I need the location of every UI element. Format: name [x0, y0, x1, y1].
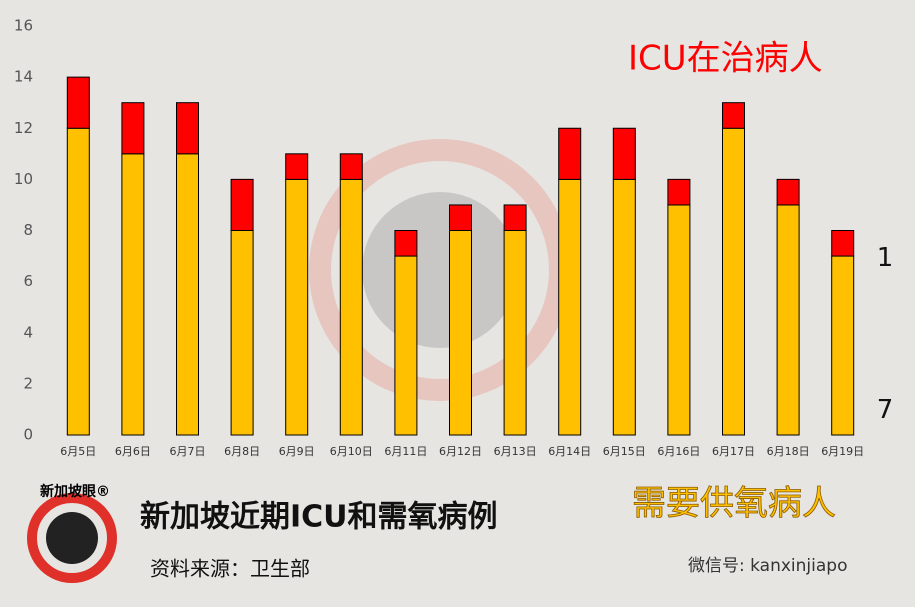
bar-segment [558, 178, 582, 436]
x-tick-label: 6月19日 [821, 445, 864, 458]
bar-segment [667, 178, 691, 206]
bar-segment [612, 127, 636, 180]
logo-ring [27, 493, 117, 583]
bar-segment [394, 230, 418, 257]
value-label: 7 [877, 395, 894, 425]
legend-label: 需要供氧病人 [632, 484, 836, 524]
x-tick-label: 6月14日 [548, 445, 591, 458]
bar-segment [339, 153, 363, 180]
x-tick-label: 6月9日 [279, 445, 315, 458]
y-tick-label: 4 [23, 323, 33, 341]
bar-segment [449, 230, 472, 436]
x-tick-label: 6月17日 [712, 445, 755, 458]
bar-segment [558, 127, 582, 180]
wechat: 微信号: kanxinjiapo [688, 556, 847, 576]
chart-title: 新加坡近期ICU和需氧病例 [140, 500, 498, 535]
x-tick-label: 6月13日 [494, 445, 537, 458]
x-tick-label: 6月12日 [439, 445, 482, 458]
bar-segment [176, 102, 199, 155]
bar-segment [121, 102, 145, 155]
bar-segment [121, 153, 145, 436]
legend-label: ICU在治病人 [628, 39, 823, 79]
bar-segment [722, 127, 745, 436]
bar-segment [722, 102, 745, 129]
x-tick-label: 6月11日 [384, 445, 427, 458]
bar-segment [230, 178, 254, 231]
bar-segment [831, 230, 855, 257]
bar-segment [285, 178, 309, 436]
x-tick-label: 6月8日 [224, 445, 260, 458]
x-tick-label: 6月16日 [657, 445, 700, 458]
x-tick-label: 6月7日 [170, 445, 206, 458]
watermark-core [362, 192, 518, 348]
y-tick-label: 6 [23, 272, 33, 290]
y-tick-label: 2 [23, 374, 33, 392]
x-tick-label: 6月10日 [330, 445, 373, 458]
bar-segment [66, 127, 90, 436]
x-tick-label: 6月15日 [603, 445, 646, 458]
x-tick-label: 6月6日 [115, 445, 151, 458]
logo-core [46, 512, 98, 564]
bar-segment [176, 153, 199, 436]
value-label: 1 [877, 243, 894, 273]
x-tick-label: 6月18日 [767, 445, 810, 458]
bar-segment [285, 153, 309, 180]
bar-segment [776, 204, 800, 436]
bar-segment [339, 178, 363, 436]
y-tick-label: 14 [14, 68, 33, 86]
x-tick-label: 6月5日 [60, 445, 96, 458]
y-tick-label: 10 [14, 170, 33, 188]
y-tick-label: 16 [14, 17, 33, 35]
bar-segment [503, 230, 527, 436]
bar-segment [503, 204, 527, 231]
bar-segment [449, 204, 472, 231]
bar-segment [230, 230, 254, 436]
bar-segment [667, 204, 691, 436]
bar-segment [831, 255, 855, 436]
bar-segment [66, 76, 90, 129]
logo-text: 新加坡眼® [40, 483, 110, 500]
bar-segment [776, 178, 800, 206]
y-tick-label: 12 [14, 119, 33, 137]
y-tick-label: 8 [23, 221, 33, 239]
bar-segment [394, 255, 418, 436]
bar-segment [612, 178, 636, 436]
source: 资料来源：卫生部 [150, 557, 310, 581]
y-tick-label: 0 [23, 426, 33, 444]
